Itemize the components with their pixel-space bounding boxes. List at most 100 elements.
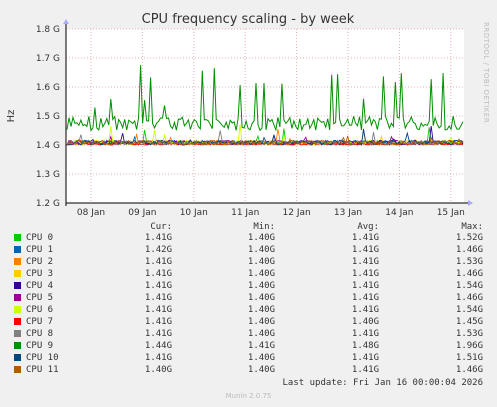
legend-cur: 1.41G [144, 305, 172, 315]
x-tick-label: 09 Jan [128, 208, 156, 218]
legend-cur: 1.41G [144, 353, 172, 363]
legend-max: 1.46G [455, 245, 483, 255]
legend-max: 1.45G [455, 317, 483, 327]
y-axis-arrow-icon [63, 19, 69, 24]
legend-avg: 1.41G [351, 257, 379, 267]
y-axis-label: Hz [6, 110, 17, 123]
legend-avg: 1.41G [351, 365, 379, 375]
legend-min: 1.40G [247, 281, 275, 291]
legend-label: CPU 4 [26, 281, 54, 291]
legend-cur: 1.41G [144, 317, 172, 327]
legend-avg: 1.41G [351, 269, 379, 279]
legend-swatch [14, 258, 21, 265]
legend-swatch [14, 270, 21, 277]
legend-min: 1.40G [247, 317, 275, 327]
legend-swatch [14, 342, 21, 349]
legend-min: 1.40G [247, 269, 275, 279]
axes [63, 19, 473, 206]
legend-min: 1.40G [247, 233, 275, 243]
legend-cur: 1.44G [144, 341, 172, 351]
legend-row: CPU 5 1.41G 1.40G 1.41G 1.46G [0, 292, 497, 304]
legend-avg: 1.41G [351, 233, 379, 243]
x-tick-label: 10 Jan [180, 208, 208, 218]
x-tick-label: 08 Jan [77, 208, 105, 218]
legend-min: 1.40G [247, 245, 275, 255]
x-tick-label: 14 Jan [385, 208, 413, 218]
legend-max: 1.96G [455, 341, 483, 351]
legend-row: CPU 3 1.41G 1.40G 1.41G 1.46G [0, 268, 497, 280]
series-line-cpu-11 [66, 135, 464, 146]
legend-label: CPU 2 [26, 257, 54, 267]
legend-max: 1.54G [455, 305, 483, 315]
y-tick-label: 1.8 G [36, 25, 60, 35]
legend-row: CPU 8 1.41G 1.40G 1.41G 1.53G [0, 328, 497, 340]
legend-row: CPU 11 1.40G 1.40G 1.41G 1.46G [0, 364, 497, 376]
legend-avg: 1.48G [351, 341, 379, 351]
legend-swatch [14, 330, 21, 337]
legend-swatch [14, 306, 21, 313]
legend-swatch [14, 282, 21, 289]
legend-label: CPU 1 [26, 245, 54, 255]
legend-label: CPU 11 [26, 365, 59, 375]
legend-label: CPU 10 [26, 353, 59, 363]
legend-swatch [14, 366, 21, 373]
chart-title: CPU frequency scaling - by week [142, 12, 355, 27]
x-axis-arrow-icon [468, 200, 473, 206]
legend-avg: 1.41G [351, 281, 379, 291]
series-line-cpu-10 [67, 128, 464, 146]
legend-max: 1.46G [455, 293, 483, 303]
legend-min: 1.41G [247, 341, 275, 351]
col-max: Max: [461, 222, 483, 232]
legend-avg: 1.41G [351, 305, 379, 315]
legend-cur: 1.41G [144, 281, 172, 291]
x-tick-label: 15 Jan [437, 208, 465, 218]
legend-row: CPU 2 1.41G 1.40G 1.41G 1.53G [0, 256, 497, 268]
y-tick-label: 1.3 G [36, 170, 60, 180]
legend-swatch [14, 318, 21, 325]
legend-swatch [14, 294, 21, 301]
legend-min: 1.40G [247, 329, 275, 339]
y-ticks: 1.8 G 1.7 G 1.6 G 1.5 G 1.4 G 1.3 G 1.2 G [36, 25, 60, 209]
legend-min: 1.40G [247, 257, 275, 267]
legend-max: 1.53G [455, 257, 483, 267]
legend-max: 1.52G [455, 233, 483, 243]
y-tick-label: 1.6 G [36, 83, 60, 93]
legend-max: 1.46G [455, 269, 483, 279]
x-tick-label: 12 Jan [283, 208, 311, 218]
legend-avg: 1.41G [351, 329, 379, 339]
legend-cur: 1.41G [144, 293, 172, 303]
legend-label: CPU 7 [26, 317, 54, 327]
legend-label: CPU 5 [26, 293, 54, 303]
col-avg: Avg: [357, 222, 379, 232]
legend-swatch [14, 246, 21, 253]
legend-swatch [14, 354, 21, 361]
legend-min: 1.40G [247, 293, 275, 303]
legend-max: 1.46G [455, 365, 483, 375]
legend-row: CPU 7 1.41G 1.40G 1.40G 1.45G [0, 316, 497, 328]
legend-header: Cur: Min: Avg: Max: [0, 222, 497, 234]
legend-cur: 1.41G [144, 329, 172, 339]
series-lines [66, 65, 464, 147]
legend-min: 1.40G [247, 305, 275, 315]
legend-avg: 1.41G [351, 353, 379, 363]
legend-row: CPU 10 1.41G 1.40G 1.41G 1.51G [0, 352, 497, 364]
legend-cur: 1.41G [144, 233, 172, 243]
legend-max: 1.53G [455, 329, 483, 339]
legend-max: 1.54G [455, 281, 483, 291]
x-tick-label: 11 Jan [231, 208, 259, 218]
munin-version: Munin 2.0.75 [225, 392, 272, 400]
y-tick-label: 1.7 G [36, 54, 60, 64]
legend-row: CPU 1 1.42G 1.40G 1.41G 1.46G [0, 244, 497, 256]
legend-max: 1.51G [455, 353, 483, 363]
legend-cur: 1.40G [144, 365, 172, 375]
legend-swatch [14, 234, 21, 241]
legend-row: CPU 0 1.41G 1.40G 1.41G 1.52G [0, 232, 497, 244]
col-cur: Cur: [150, 222, 172, 232]
legend-cur: 1.41G [144, 257, 172, 267]
legend-cur: 1.41G [144, 269, 172, 279]
legend-cur: 1.42G [144, 245, 172, 255]
legend-label: CPU 3 [26, 269, 54, 279]
y-tick-label: 1.5 G [36, 112, 60, 122]
last-update: Last update: Fri Jan 16 00:00:04 2026 [282, 378, 483, 388]
